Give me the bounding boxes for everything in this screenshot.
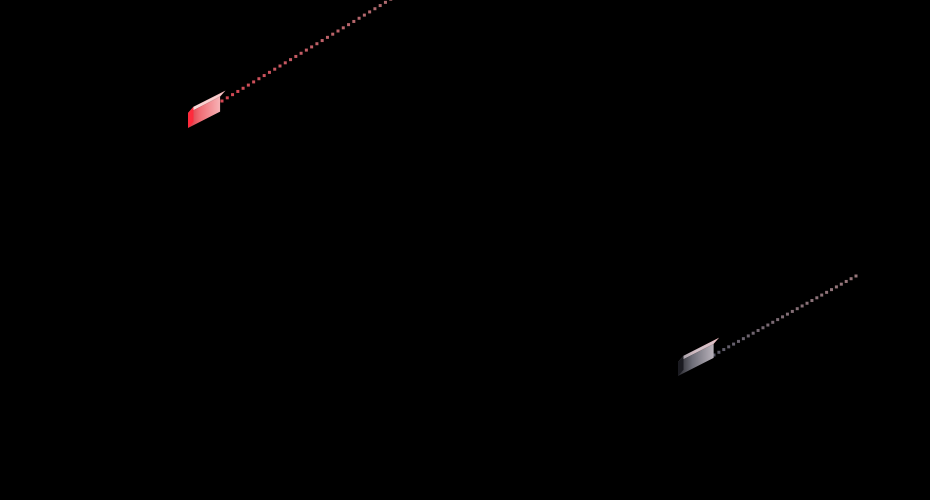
trail-dot: [315, 42, 319, 46]
trail-dot: [844, 279, 848, 283]
trail-dot: [267, 70, 271, 74]
box-side-face: [678, 343, 714, 376]
trail-dot: [781, 315, 785, 319]
box-end-cap: [188, 106, 194, 128]
trail-dot: [336, 29, 340, 33]
trail-dot: [352, 19, 356, 23]
trail-dot: [712, 353, 716, 357]
trail-dot: [304, 48, 308, 52]
trail-dot: [289, 58, 293, 62]
trail-dot: [849, 277, 853, 281]
trail-dot: [283, 61, 287, 65]
trail-dot: [246, 83, 250, 87]
trail-dot: [383, 0, 387, 4]
box-side-face: [188, 96, 221, 128]
trail-dot: [805, 301, 809, 305]
trail-dot: [834, 285, 838, 289]
trail-dot: [241, 86, 245, 90]
grey-capsule-object[interactable]: [678, 337, 720, 376]
trail-dot: [252, 80, 256, 84]
trail-dot: [761, 326, 765, 330]
trail-dot: [341, 26, 345, 30]
box-top-face: [678, 337, 720, 362]
red-capsule-object[interactable]: [188, 90, 226, 128]
trail-dot: [357, 16, 361, 20]
red-dotted-motion-trail: [220, 0, 393, 103]
trail-dot: [389, 0, 393, 1]
trail-dot: [231, 93, 235, 97]
trail-dot: [751, 331, 755, 335]
trail-dot: [378, 4, 382, 8]
trail-dot: [800, 304, 804, 308]
grey-dotted-motion-trail: [712, 274, 858, 357]
trail-dot: [732, 342, 736, 346]
trail-dot: [854, 274, 858, 278]
trail-dot: [830, 288, 834, 292]
trail-dot: [771, 320, 775, 324]
trail-dot: [815, 296, 819, 300]
trail-dot: [795, 307, 799, 311]
box-top-face: [188, 90, 226, 113]
trail-dot: [741, 337, 745, 341]
trail-dot: [790, 309, 794, 313]
trail-dot: [756, 328, 760, 332]
trail-dot: [257, 77, 261, 81]
trail-dot: [717, 350, 721, 354]
trail-dot: [373, 7, 377, 11]
trail-dot: [278, 64, 282, 68]
trail-dot: [273, 67, 277, 71]
box-end-cap: [678, 355, 684, 376]
trail-dot: [325, 35, 329, 39]
trail-dot: [299, 51, 303, 55]
trail-dot: [220, 99, 224, 103]
trail-dot: [225, 96, 229, 100]
trail-dot: [722, 348, 726, 352]
trail-dot: [294, 54, 298, 58]
trail-dot: [262, 74, 266, 78]
trail-dot: [825, 290, 829, 294]
box-highlight: [694, 340, 716, 353]
trail-dot: [310, 45, 314, 49]
trail-dot: [368, 10, 372, 14]
trail-dot: [766, 323, 770, 327]
trail-dot: [320, 39, 324, 43]
box-highlight: [203, 93, 223, 105]
trail-dot: [776, 318, 780, 322]
trail-dot: [746, 334, 750, 338]
trail-dot: [785, 312, 789, 316]
trail-dot: [839, 282, 843, 286]
trail-dot: [727, 345, 731, 349]
trail-dot: [810, 299, 814, 303]
trail-dot: [820, 293, 824, 297]
trail-dot: [736, 339, 740, 343]
trail-dot: [236, 89, 240, 93]
trail-dot: [347, 23, 351, 27]
trail-dot: [362, 13, 366, 17]
trail-dot: [331, 32, 335, 36]
